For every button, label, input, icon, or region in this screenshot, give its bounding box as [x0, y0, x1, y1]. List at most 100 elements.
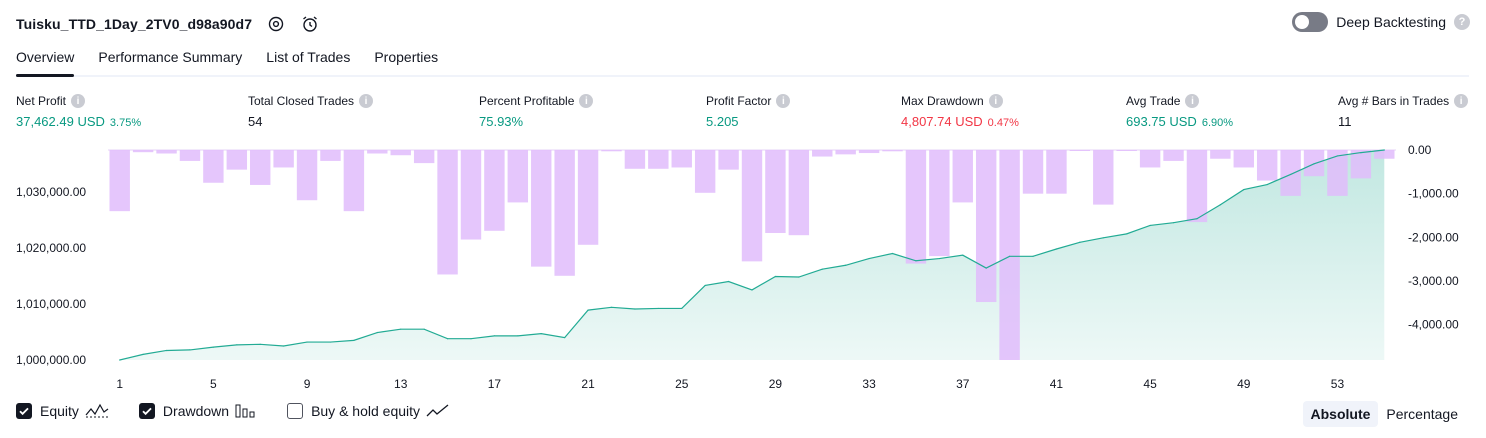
metric-percent: 0.47%: [987, 117, 1019, 129]
equity-point: [142, 353, 144, 355]
info-icon[interactable]: i: [359, 94, 374, 108]
equity-point: [727, 280, 730, 283]
drawdown-bar: [577, 150, 599, 245]
drawdown-bar: [975, 150, 997, 303]
legend-drawdown[interactable]: Drawdown: [138, 403, 257, 419]
x-axis-tick-label: 41: [1050, 377, 1064, 391]
drawdown-bar: [1069, 150, 1091, 151]
metric-value: 54: [248, 114, 263, 129]
tab-properties[interactable]: Properties: [374, 49, 439, 65]
info-icon[interactable]: i: [71, 94, 86, 108]
equity-drawdown-chart[interactable]: 1,000,000.00 1,010,000.00 1,020,000.00 1,03…: [0, 138, 1486, 396]
scale-mode-switch: Absolute Percentage: [1302, 401, 1467, 427]
drawdown-checkbox[interactable]: [138, 403, 155, 419]
drawdown-bar: [1280, 150, 1301, 196]
info-icon[interactable]: i: [1454, 94, 1469, 108]
x-axis-tick-label: 1: [116, 377, 123, 391]
drawdown-bar: [1116, 150, 1137, 151]
metric-max-drawdown: Max Drawdown i 4,807.74 USD 0.47%: [901, 93, 1019, 129]
drawdown-bar: [554, 150, 575, 276]
drawdown-bar: [1303, 150, 1325, 177]
equity-point: [540, 333, 542, 335]
equity-point: [704, 284, 706, 287]
metric-label: Total Closed Trades: [248, 94, 355, 108]
equity-axis-tick-label: 1,030,000.00: [16, 185, 86, 199]
alarm-clock-icon[interactable]: [300, 14, 320, 34]
equity-point: [1126, 233, 1128, 235]
x-axis-tick-label: 25: [675, 377, 689, 391]
equity-point: [236, 344, 238, 346]
metric-net-profit: Net Profit i 37,462.49 USD 3.75%: [16, 93, 141, 129]
equity-point: [1336, 155, 1339, 157]
drawdown-bar: [741, 150, 763, 262]
legend-equity[interactable]: Equity: [16, 403, 109, 419]
tab-overview[interactable]: Overview: [16, 44, 75, 77]
equity-point: [915, 260, 917, 262]
drawdown-bar: [156, 150, 177, 154]
drawdown-bar: [250, 150, 271, 185]
info-icon[interactable]: i: [988, 94, 1003, 108]
drawdown-bar: [437, 150, 458, 275]
equity-point: [751, 289, 753, 291]
drawdown-bar: [718, 150, 739, 170]
metric-avg-bars: Avg # Bars in Trades i 11: [1338, 93, 1469, 129]
x-axis-tick-label: 13: [394, 377, 408, 391]
settings-icon[interactable]: [266, 14, 286, 34]
deep-backtesting-control: Deep Backtesting ?: [1292, 12, 1470, 32]
buy-hold-checkbox[interactable]: [287, 403, 304, 419]
equity-line-icon: [85, 403, 109, 419]
tab-list-of-trades[interactable]: List of Trades: [266, 49, 351, 65]
equity-point: [212, 346, 214, 348]
equity-point: [891, 252, 894, 255]
x-axis-tick-label: 29: [769, 377, 783, 391]
drawdown-bar: [343, 150, 365, 212]
equity-point: [798, 276, 800, 278]
drawdown-bar: [390, 150, 411, 156]
equity-point: [962, 254, 964, 256]
mode-percentage[interactable]: Percentage: [1386, 406, 1458, 422]
info-icon[interactable]: i: [1185, 94, 1200, 108]
info-icon[interactable]: i: [776, 94, 791, 108]
drawdown-bar: [507, 150, 529, 203]
x-axis-tick-label: 53: [1331, 377, 1345, 391]
drawdown-bar: [1139, 150, 1161, 168]
equity-point: [1032, 255, 1034, 257]
equity-point: [985, 267, 987, 269]
legend-buy-hold[interactable]: Buy & hold equity: [287, 403, 450, 419]
drawdown-axis-tick-label: -4,000.00: [1408, 318, 1459, 332]
equity-point: [845, 264, 847, 266]
drawdown-bar: [952, 150, 973, 203]
equity-point: [1149, 224, 1151, 227]
drawdown-bar: [601, 150, 622, 152]
x-axis-tick-label: 17: [488, 377, 502, 391]
drawdown-bar: [226, 150, 248, 170]
drawdown-bar: [1093, 150, 1114, 205]
equity-checkbox[interactable]: [16, 403, 32, 419]
mode-absolute[interactable]: Absolute: [1302, 401, 1379, 427]
equity-point: [283, 345, 285, 347]
metric-label: Avg Trade: [1126, 94, 1181, 108]
tab-performance-summary[interactable]: Performance Summary: [98, 49, 243, 65]
drawdown-bar: [1022, 150, 1044, 194]
equity-point: [938, 257, 940, 260]
drawdown-bar: [882, 150, 903, 152]
x-axis-tick-label: 49: [1237, 377, 1251, 391]
equity-point: [1219, 204, 1221, 206]
equity-point: [1172, 222, 1175, 224]
x-axis-tick-label: 9: [304, 377, 311, 391]
drawdown-bar: [203, 150, 224, 183]
metric-percent: 6.90%: [1201, 117, 1234, 129]
info-icon[interactable]: i: [579, 94, 594, 108]
drawdown-bar: [1256, 150, 1278, 181]
equity-point: [1055, 248, 1058, 250]
metric-value: 75.93%: [479, 114, 524, 129]
equity-point: [400, 328, 402, 330]
equity-point: [564, 336, 566, 339]
equity-point: [353, 339, 355, 341]
equity-point: [446, 338, 449, 340]
deep-backtesting-toggle[interactable]: [1292, 12, 1329, 32]
drawdown-bar: [905, 150, 927, 264]
equity-point: [119, 359, 121, 361]
help-icon[interactable]: ?: [1454, 14, 1470, 30]
drawdown-bar: [858, 150, 880, 154]
